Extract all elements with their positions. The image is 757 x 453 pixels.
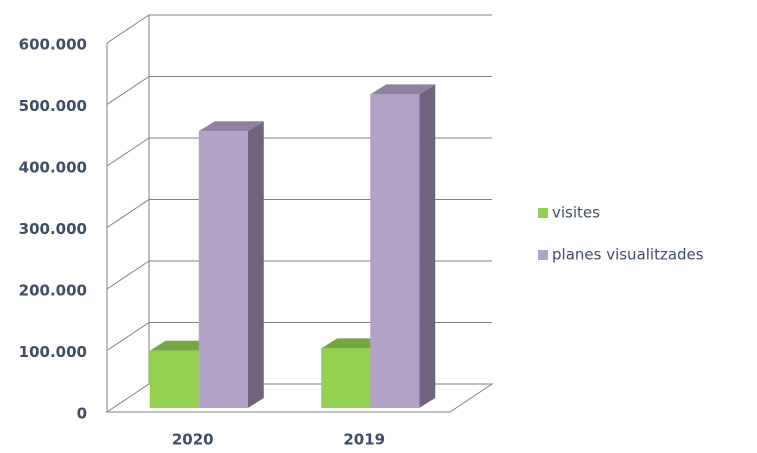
bar-side <box>419 84 436 408</box>
grid-line <box>106 76 492 105</box>
legend-label: planes visualitzades <box>552 246 704 264</box>
y-tick-label: 300.000 <box>19 220 87 238</box>
y-tick-label: 0 <box>77 405 87 423</box>
x-tick-label: 2019 <box>343 431 385 449</box>
legend-swatch <box>538 250 548 260</box>
y-tick-label: 600.000 <box>19 36 87 54</box>
bar <box>149 350 199 408</box>
y-tick-label: 100.000 <box>19 343 87 361</box>
bar <box>321 348 371 408</box>
legend-swatch <box>538 208 548 218</box>
x-tick-label: 2020 <box>172 431 214 449</box>
y-tick-label: 500.000 <box>19 97 87 115</box>
floor <box>105 383 494 413</box>
bar-top <box>321 338 387 349</box>
y-tick-label: 200.000 <box>19 282 87 300</box>
grid-line <box>106 14 492 44</box>
bar-side <box>247 121 264 408</box>
bar-top <box>149 340 215 351</box>
bar <box>370 94 420 408</box>
bar-top <box>198 121 264 132</box>
y-tick-label: 400.000 <box>19 159 87 177</box>
bar <box>198 131 248 408</box>
legend-label: visites <box>552 204 600 222</box>
bar-top <box>370 84 436 95</box>
